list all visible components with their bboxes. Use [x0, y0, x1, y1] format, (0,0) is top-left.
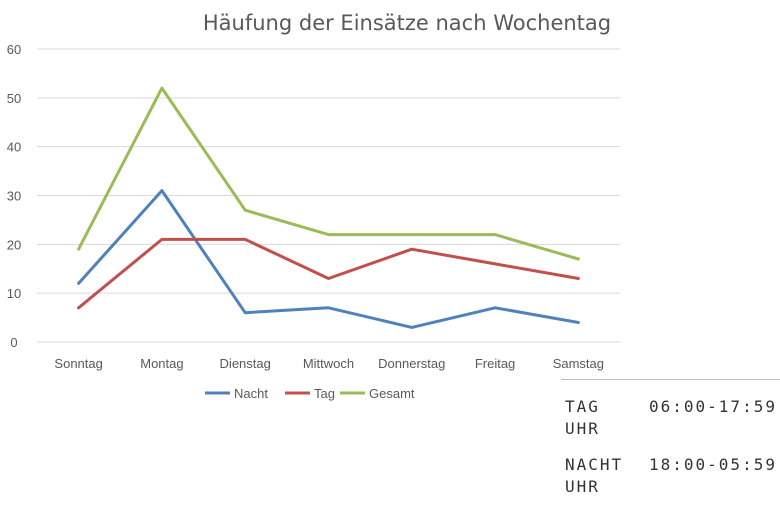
y-tick-label: 40	[7, 140, 21, 155]
y-tick-label: 0	[10, 335, 17, 350]
x-tick-label: Dienstag	[220, 356, 271, 371]
legend: Nacht Tag Gesamt	[205, 386, 415, 401]
shift-time-day: 06:00-17:59	[649, 397, 777, 416]
x-axis: Sonntag Montag Dienstag Mittwoch Donnerstag F…	[54, 356, 604, 371]
legend-item-gesamt: Gesamt	[340, 386, 415, 401]
chart-title: Häufung der Einsätze nach Wochentag	[203, 11, 611, 35]
shift-label-night: NACHT	[565, 455, 624, 474]
legend-item-tag: Tag	[285, 386, 335, 401]
series-lines	[77, 86, 580, 329]
gridlines	[37, 48, 620, 343]
shift-unit-night: UHR	[565, 477, 600, 496]
series-line-tag	[77, 237, 580, 310]
y-tick-label: 50	[7, 91, 21, 106]
y-tick-label: 10	[7, 286, 21, 301]
series-line-nacht	[77, 189, 580, 329]
x-tick-label: Montag	[140, 356, 183, 371]
shift-times-panel: TAG 06:00-17:59 UHR NACHT 18:00-05:59 UH…	[561, 379, 780, 500]
series-line-gesamt	[77, 86, 580, 261]
shift-label-day: TAG	[565, 397, 600, 416]
shift-unit-day: UHR	[565, 419, 600, 438]
y-tick-label: 60	[7, 42, 21, 57]
x-tick-label: Freitag	[475, 356, 515, 371]
x-tick-label: Mittwoch	[303, 356, 354, 371]
y-tick-label: 20	[7, 237, 21, 252]
legend-label: Gesamt	[369, 386, 415, 401]
legend-label: Nacht	[234, 386, 268, 401]
y-tick-label: 30	[7, 189, 21, 204]
x-tick-label: Samstag	[553, 356, 604, 371]
legend-item-nacht: Nacht	[205, 386, 268, 401]
legend-label: Tag	[314, 386, 335, 401]
x-tick-label: Donnerstag	[378, 356, 445, 371]
x-tick-label: Sonntag	[54, 356, 102, 371]
y-axis: 0 10 20 30 40 50 60	[7, 42, 21, 350]
shift-time-night: 18:00-05:59	[649, 455, 777, 474]
